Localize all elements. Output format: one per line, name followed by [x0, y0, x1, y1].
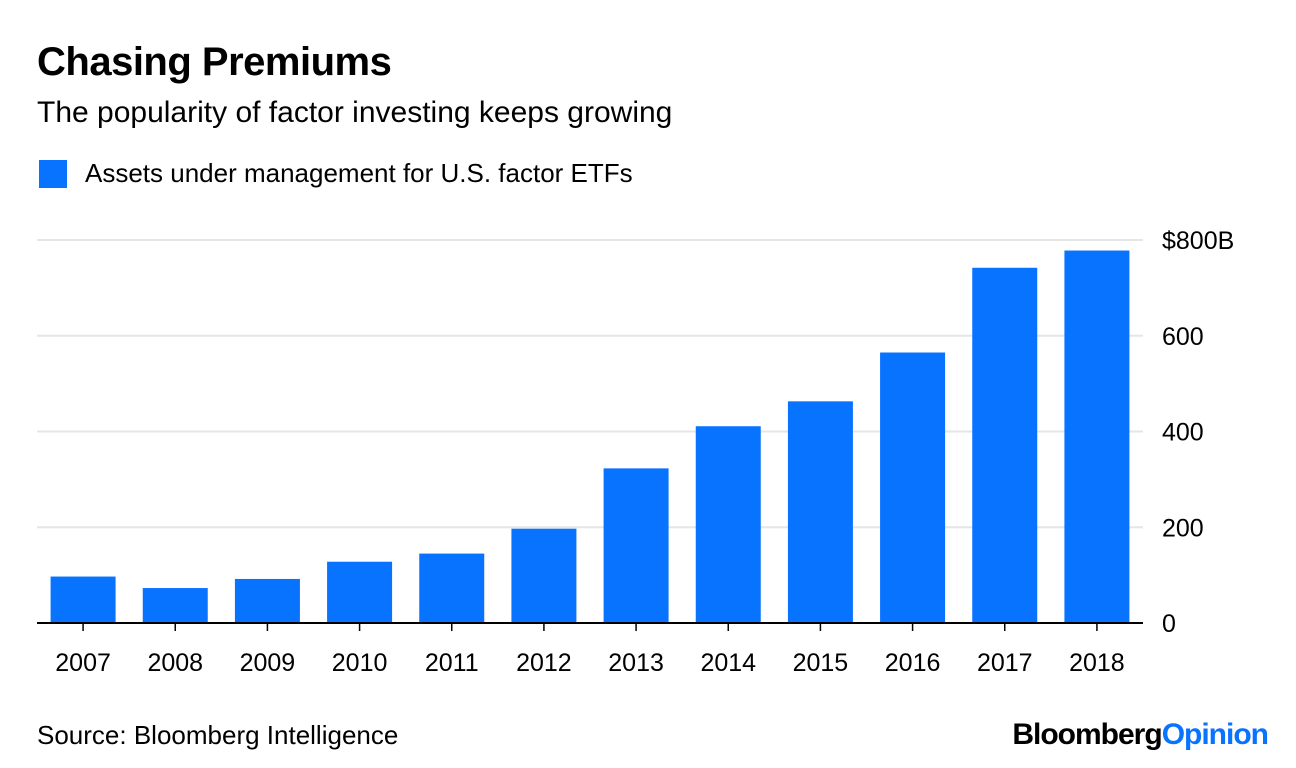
- x-tick-label-2007: 2007: [55, 649, 111, 677]
- x-tick-label-2018: 2018: [1069, 649, 1125, 677]
- x-tick-label-2012: 2012: [516, 649, 572, 677]
- x-tick-label-2009: 2009: [240, 649, 296, 677]
- brand-opinion: Opinion: [1161, 718, 1269, 751]
- x-axis-labels: 2007 2008 2009 2010 2011 2012 2013 2014 2015 2016…: [55, 649, 1124, 677]
- x-tick-label-2017: 2017: [977, 649, 1033, 677]
- y-tick-label: 400: [1162, 419, 1204, 447]
- bar-2012: [511, 528, 577, 623]
- x-tick-label-2014: 2014: [700, 649, 756, 677]
- y-tick-label: 0: [1162, 610, 1176, 638]
- y-tick-label: 600: [1162, 323, 1204, 351]
- x-tick-label-2010: 2010: [332, 649, 388, 677]
- bar-2016: [880, 352, 946, 623]
- x-tick-label-2013: 2013: [608, 649, 664, 677]
- bar-2014: [695, 426, 761, 623]
- y-tick-label: 200: [1162, 514, 1204, 542]
- bars: [50, 250, 1130, 623]
- bar-2018: [1064, 250, 1130, 623]
- bar-2011: [419, 553, 485, 623]
- bar-2013: [603, 468, 669, 623]
- brand-logo: BloombergOpinion: [1012, 718, 1269, 752]
- bar-2008: [142, 588, 208, 623]
- brand-bloomberg: Bloomberg: [1012, 718, 1162, 751]
- x-tick-label-2008: 2008: [147, 649, 203, 677]
- chart-title: Chasing Premiums: [37, 40, 392, 84]
- legend: Assets under management for U.S. factor …: [39, 158, 633, 189]
- x-axis: [37, 622, 1143, 631]
- bar-2010: [327, 561, 393, 623]
- bar-2007: [50, 576, 116, 623]
- legend-label: Assets under management for U.S. factor …: [85, 158, 633, 188]
- x-tick-label-2016: 2016: [885, 649, 941, 677]
- x-tick-label-2015: 2015: [793, 649, 849, 677]
- bar-2017: [972, 267, 1038, 623]
- bar-2015: [787, 401, 853, 623]
- source-note: Source: Bloomberg Intelligence: [37, 720, 399, 750]
- gridlines: [37, 239, 1143, 529]
- legend-swatch: [39, 159, 67, 188]
- bar-2009: [234, 578, 300, 623]
- y-tick-label: $800B: [1162, 227, 1234, 255]
- y-axis-labels: 0 200 400 600 $800B: [1162, 227, 1234, 638]
- x-tick-label-2011: 2011: [425, 649, 479, 677]
- chart-subtitle: The popularity of factor investing keeps…: [37, 96, 673, 129]
